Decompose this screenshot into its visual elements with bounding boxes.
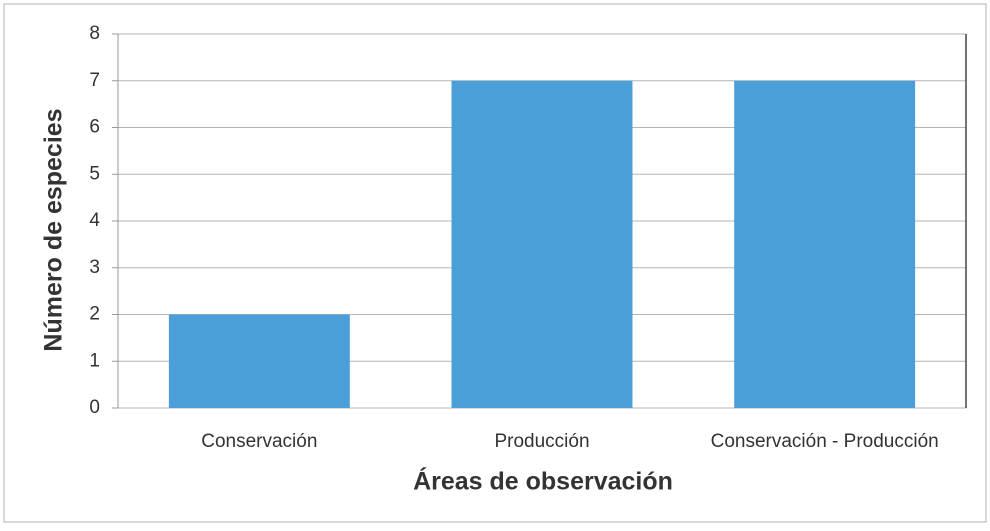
x-tick-label: Conservación	[201, 431, 317, 452]
y-tick-label: 2	[89, 304, 100, 325]
y-axis-title: Número de especies	[40, 108, 68, 351]
y-tick-label: 1	[89, 350, 100, 371]
y-tick-label: 3	[89, 257, 100, 278]
x-tick-label: Producción	[494, 431, 589, 452]
y-tick-label: 6	[89, 117, 100, 138]
bar	[734, 80, 916, 408]
y-tick-label: 5	[89, 163, 100, 184]
x-axis-title: Áreas de observación	[413, 467, 673, 496]
y-tick-label: 4	[89, 210, 100, 231]
x-tick-label: Conservación - Producción	[711, 431, 939, 452]
y-tick-label: 8	[89, 23, 100, 44]
y-tick-label: 0	[89, 397, 100, 418]
bar	[168, 314, 350, 408]
bar	[451, 80, 633, 408]
y-tick-label: 7	[89, 70, 100, 91]
